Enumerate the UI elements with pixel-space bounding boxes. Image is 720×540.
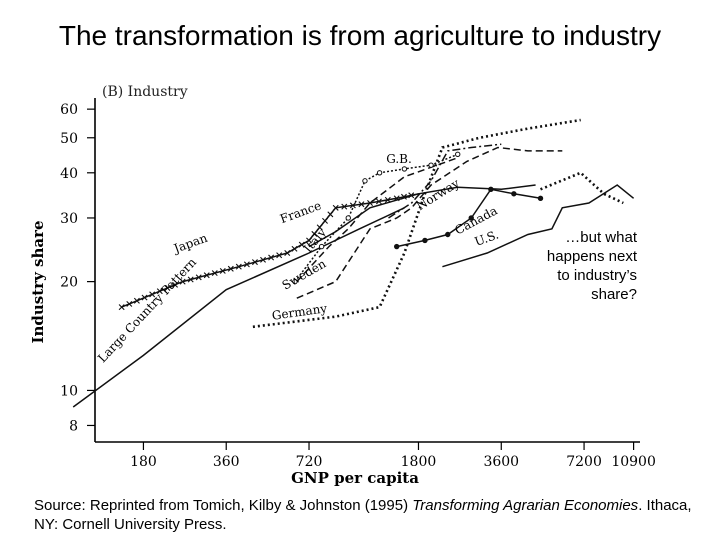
x-marker: [195, 274, 202, 281]
x-marker: [298, 241, 305, 248]
x-marker: [211, 270, 218, 277]
chart-title: (B) Industry: [102, 84, 188, 100]
series-label-italy: Italy: [301, 225, 329, 255]
source-citation: Source: Reprinted from Tomich, Kilby & J…: [34, 496, 714, 534]
x-marker: [327, 211, 334, 218]
x-marker: [243, 261, 250, 268]
series-label-germany: Germany: [271, 301, 328, 323]
series-label-g-b-: G.B.: [386, 152, 412, 166]
point-marker-canada: [468, 215, 474, 221]
x-marker: [341, 203, 348, 210]
source-prefix: Source: Reprinted from Tomich, Kilby & J…: [34, 497, 413, 514]
series-line-u-s-: [442, 184, 635, 268]
y-tick-label: 60: [60, 102, 78, 118]
y-tick-label: 8: [69, 418, 78, 434]
x-marker: [227, 265, 234, 272]
x-marker: [187, 276, 194, 283]
point-marker-canada: [445, 231, 451, 238]
point-marker-g-b-: [292, 278, 298, 285]
point-marker-canada: [537, 195, 544, 202]
y-axis-label: Industry share: [29, 220, 47, 343]
x-marker: [251, 259, 258, 266]
series-line-norway: [388, 143, 502, 219]
x-marker: [349, 202, 356, 209]
point-marker-canada: [393, 243, 400, 250]
series-label-large-country-pattern: Large Country Pattern: [95, 255, 199, 365]
x-marker: [306, 237, 313, 244]
x-tick-label: 720: [296, 454, 323, 470]
y-tick-label: 20: [60, 275, 78, 291]
source-book-title: Transforming Agrarian Economies: [412, 497, 639, 514]
x-marker: [268, 254, 275, 261]
x-marker: [235, 263, 242, 270]
point-marker-canada: [488, 186, 494, 193]
x-marker: [358, 201, 365, 208]
series-line-sweden: [296, 146, 563, 299]
x-marker: [284, 250, 291, 256]
series-line-large-country-pattern: [72, 207, 405, 408]
x-marker: [316, 224, 323, 231]
series-label-norway: Norway: [414, 176, 462, 213]
point-marker-g-b-: [455, 151, 461, 158]
chart-axes: 8 10 20 30 40 50 60 180 360 720 1800 3600 7200 10900: [60, 98, 656, 470]
point-marker-g-b-: [362, 178, 368, 184]
x-tick-label: 180: [130, 454, 157, 470]
x-tick-label: 10900: [611, 454, 656, 470]
x-marker: [332, 204, 339, 211]
x-axis-label: GNP per capita: [291, 469, 419, 487]
x-tick-label: 3600: [483, 454, 519, 470]
x-marker: [291, 245, 298, 252]
x-marker: [133, 297, 140, 304]
x-marker: [260, 256, 267, 263]
y-tick-label: 10: [60, 383, 78, 399]
x-marker: [156, 288, 163, 295]
y-tick-label: 40: [60, 166, 78, 182]
x-marker: [164, 285, 171, 291]
callout-question: …but what happens next to industry’s sha…: [546, 229, 637, 303]
x-marker: [322, 217, 329, 224]
x-marker: [179, 278, 186, 285]
point-marker-canada: [511, 191, 517, 197]
x-marker: [375, 198, 382, 205]
series-label-japan: Japan: [170, 231, 209, 257]
x-marker: [219, 267, 226, 274]
x-marker: [311, 230, 318, 237]
y-tick-label: 50: [60, 131, 78, 147]
point-marker-g-b-: [428, 162, 434, 168]
series-line-germany: [252, 118, 581, 329]
source-suffix: . Ithaca, NY: Cornell University Press.: [34, 497, 692, 533]
point-marker-g-b-: [401, 166, 408, 172]
x-marker: [172, 281, 179, 288]
x-marker: [203, 272, 210, 279]
point-marker-canada: [422, 237, 428, 244]
series-layer: [72, 118, 635, 408]
x-tick-label: 360: [213, 454, 240, 470]
series-line-unlabeled: [540, 171, 624, 205]
series-line-italy: [296, 157, 458, 283]
x-tick-label: 7200: [566, 454, 602, 470]
y-tick-label: 30: [60, 211, 78, 227]
series-label-france: France: [278, 198, 323, 226]
x-marker: [276, 252, 283, 259]
point-marker-g-b-: [318, 243, 325, 250]
series-label-u-s-: U.S.: [473, 227, 501, 249]
x-marker: [149, 291, 156, 298]
point-marker-g-b-: [345, 215, 351, 221]
x-marker: [126, 300, 133, 307]
slide-title: The transformation is from agriculture t…: [58, 20, 662, 51]
x-marker: [141, 294, 148, 301]
point-marker-g-b-: [376, 170, 383, 176]
x-tick-label: 1800: [401, 454, 437, 470]
series-line-g-b-: [294, 153, 458, 283]
x-marker: [118, 304, 125, 311]
